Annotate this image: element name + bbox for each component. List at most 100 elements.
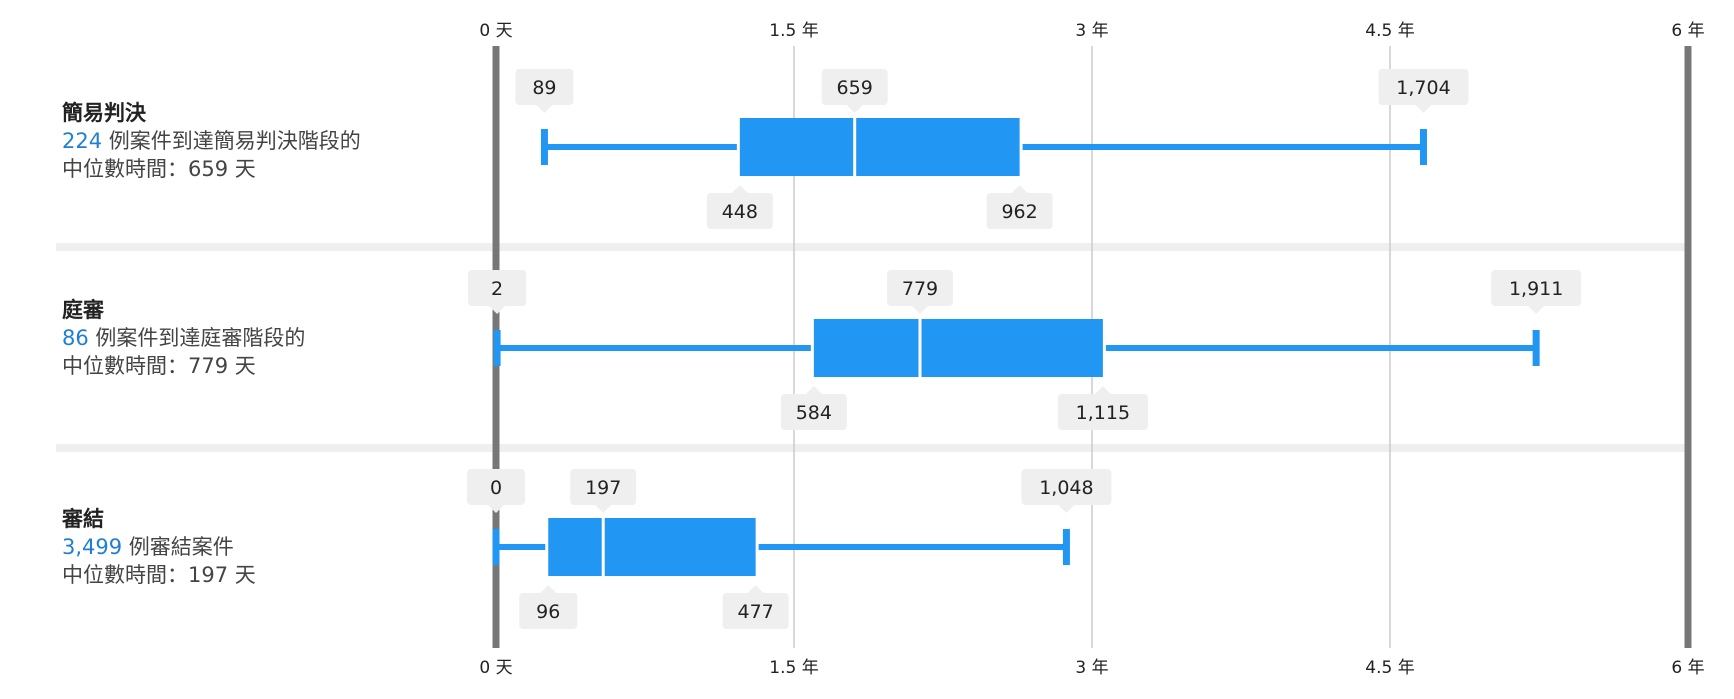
box-plot-row: 89 659 1,704 448 962 <box>515 69 1469 229</box>
label-pointer <box>1094 386 1111 394</box>
box-plot-row: 2 779 1,911 584 1,115 <box>468 270 1582 430</box>
row-label-2: 審結 3,499 例審結案件 中位數時間：197 天 <box>62 505 462 589</box>
q1-label: 448 <box>706 185 773 229</box>
label-pointer <box>536 105 553 113</box>
row-separators <box>56 243 1688 452</box>
label-pointer <box>1415 105 1432 113</box>
value-label: 89 <box>532 77 556 99</box>
row-title: 簡易判決 <box>62 101 146 125</box>
label-background <box>821 69 888 105</box>
case-count: 3,499 <box>62 535 123 559</box>
value-label: 659 <box>837 77 873 99</box>
iqr-box <box>548 518 756 576</box>
label-background <box>519 593 578 629</box>
tick-label: 0 天 <box>479 658 512 678</box>
tick-label: 1.5 年 <box>769 658 818 678</box>
value-label: 1,911 <box>1509 278 1563 300</box>
value-label: 584 <box>796 402 832 424</box>
value-label: 962 <box>1001 201 1037 223</box>
row-separator <box>56 243 1688 251</box>
value-label: 1,704 <box>1396 77 1450 99</box>
box-plot-row: 0 197 1,048 96 477 <box>467 469 1112 629</box>
label-background <box>1057 394 1148 430</box>
row-count-line: 224 例案件到達簡易判決階段的 <box>62 127 462 155</box>
x-axis-bottom: 0 天 1.5 年 3 年 4.5 年 6 年 <box>479 658 1704 678</box>
case-count-text: 例審結案件 <box>122 535 234 559</box>
q1-label: 584 <box>780 386 847 430</box>
q3-label: 477 <box>722 585 789 629</box>
label-pointer <box>540 585 557 593</box>
value-label: 2 <box>491 278 503 300</box>
median-text: 中位數時間：779 天 <box>62 354 256 378</box>
row-count-line: 86 例案件到達庭審階段的 <box>62 324 462 352</box>
max-label: 1,911 <box>1491 270 1582 314</box>
row-title: 審結 <box>62 507 104 531</box>
label-background <box>1491 270 1582 306</box>
label-background <box>570 469 637 505</box>
tick-label: 1.5 年 <box>769 21 818 41</box>
label-pointer <box>1058 505 1075 513</box>
row-separator <box>56 444 1688 452</box>
label-pointer <box>805 386 822 394</box>
min-label: 89 <box>515 69 574 113</box>
label-pointer <box>1528 306 1545 314</box>
label-background <box>1021 469 1112 505</box>
row-count-line: 3,499 例審結案件 <box>62 533 462 561</box>
label-background <box>706 193 773 229</box>
median-label: 197 <box>570 469 637 513</box>
x-axis-top: 0 天 1.5 年 3 年 4.5 年 6 年 <box>479 21 1704 41</box>
q3-label: 962 <box>986 185 1053 229</box>
median-text: 中位數時間：659 天 <box>62 157 256 181</box>
case-count-text: 例案件到達簡易判決階段的 <box>102 129 361 153</box>
label-pointer <box>488 505 504 513</box>
tick-label: 3 年 <box>1075 21 1108 41</box>
label-background <box>1378 69 1469 105</box>
label-background <box>468 270 527 306</box>
value-label: 96 <box>536 601 560 623</box>
label-background <box>467 469 525 505</box>
q3-label: 1,115 <box>1057 386 1148 430</box>
row-label-1: 庭審 86 例案件到達庭審階段的 中位數時間：779 天 <box>62 296 462 380</box>
label-background <box>722 593 789 629</box>
label-background <box>887 270 954 306</box>
case-count-text: 例案件到達庭審階段的 <box>88 326 306 350</box>
min-label: 0 <box>467 469 525 513</box>
iqr-box <box>813 319 1103 377</box>
value-label: 1,115 <box>1076 402 1130 424</box>
tick-label: 6 年 <box>1671 658 1704 678</box>
value-label: 779 <box>902 278 938 300</box>
value-label: 448 <box>722 201 758 223</box>
min-label: 2 <box>468 270 527 314</box>
median-label: 779 <box>887 270 954 314</box>
tick-label: 0 天 <box>479 21 512 41</box>
label-pointer <box>731 185 748 193</box>
median-label: 659 <box>821 69 888 113</box>
tick-label: 3 年 <box>1075 658 1108 678</box>
label-background <box>515 69 574 105</box>
case-count: 224 <box>62 129 103 153</box>
row-label-0: 簡易判決 224 例案件到達簡易判決階段的 中位數時間：659 天 <box>62 99 462 183</box>
max-label: 1,048 <box>1021 469 1112 513</box>
row-title: 庭審 <box>62 298 104 322</box>
label-background <box>780 394 847 430</box>
label-pointer <box>747 585 764 593</box>
label-pointer <box>489 306 506 314</box>
q1-label: 96 <box>519 585 578 629</box>
label-background <box>986 193 1053 229</box>
value-label: 197 <box>585 477 621 499</box>
iqr-box <box>739 118 1020 176</box>
box-plot-rows: 89 659 1,704 448 962 2 779 1,911 584 1,115 0 197 1,0… <box>467 69 1582 629</box>
max-label: 1,704 <box>1378 69 1469 113</box>
value-label: 0 <box>490 477 502 499</box>
value-label: 477 <box>737 601 773 623</box>
tick-label: 6 年 <box>1671 21 1704 41</box>
tick-label: 4.5 年 <box>1365 658 1414 678</box>
case-count: 86 <box>62 326 89 350</box>
label-pointer <box>846 105 863 113</box>
tick-label: 4.5 年 <box>1365 21 1414 41</box>
label-pointer <box>912 306 929 314</box>
label-pointer <box>1011 185 1028 193</box>
label-pointer <box>595 505 612 513</box>
value-label: 1,048 <box>1039 477 1093 499</box>
